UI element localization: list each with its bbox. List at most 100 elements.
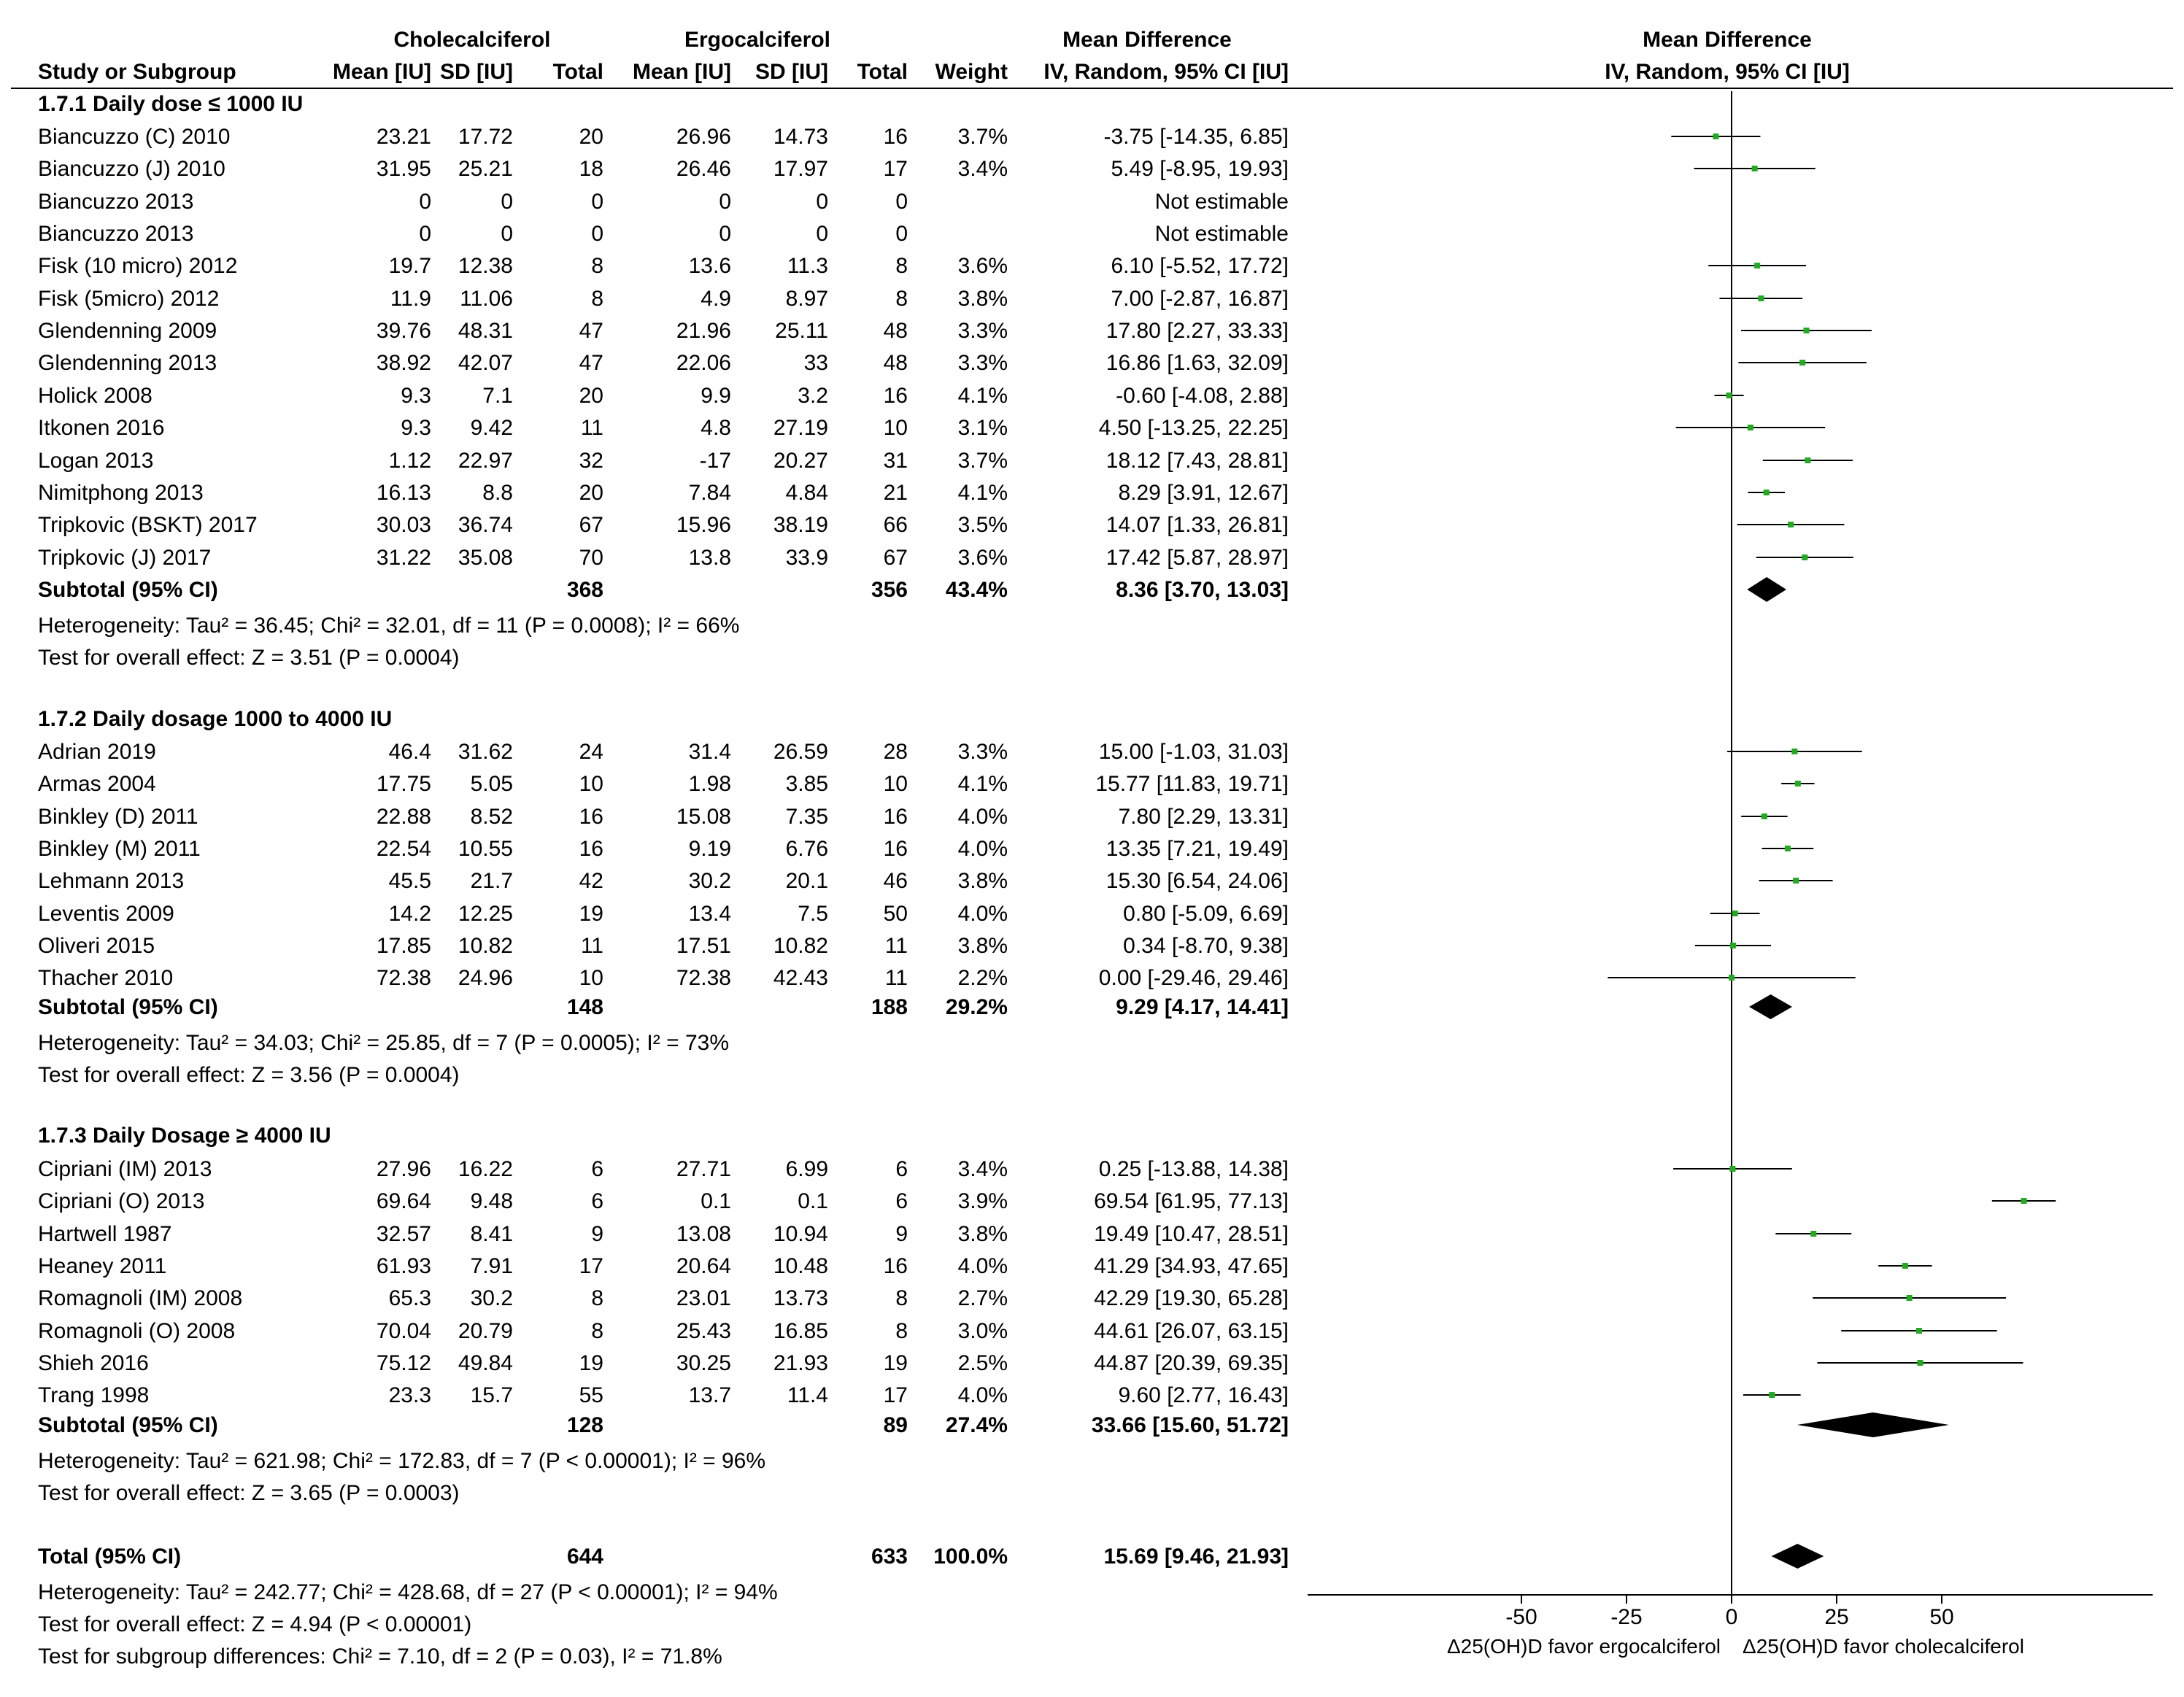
study-row-sd-2: 33.9 <box>786 546 828 570</box>
study-row-sd-2: 25.11 <box>775 319 828 343</box>
study-row-sd-1: 31.62 <box>458 740 513 764</box>
study-row-weight: 4.0% <box>958 902 1008 926</box>
study-row-label: Binkley (D) 2011 <box>38 805 198 829</box>
footer-note: Heterogeneity: Tau² = 242.77; Chi² = 428… <box>38 1580 778 1604</box>
subtotal-ci: 8.36 [3.70, 13.03] <box>1116 578 1289 602</box>
study-row-ci: 14.07 [1.33, 26.81] <box>1106 513 1289 537</box>
study-row-mean-2: 31.4 <box>689 740 731 764</box>
study-row-ci: 18.12 [7.43, 28.81] <box>1106 449 1289 473</box>
study-row-mean-1: 65.3 <box>389 1286 431 1310</box>
study-row-mean-1: 17.75 <box>377 772 431 796</box>
study-point <box>1784 846 1791 851</box>
study-row-sd-2: 13.73 <box>773 1286 828 1310</box>
study-row-weight: 2.2% <box>958 966 1008 990</box>
study-row-total-2: 10 <box>884 772 908 796</box>
study-row-ci: 0.25 [-13.88, 14.38] <box>1099 1157 1289 1181</box>
study-row-total-2: 66 <box>884 513 908 537</box>
study-point <box>2021 1198 2027 1204</box>
header-weight: Weight <box>935 60 1008 84</box>
study-row-mean-1: 14.2 <box>389 902 431 926</box>
study-row-total-1: 16 <box>579 837 603 861</box>
study-row-sd-1: 15.7 <box>471 1383 513 1407</box>
study-row-sd-2: 0 <box>816 190 828 214</box>
study-row-weight: 3.3% <box>958 351 1008 375</box>
study-point <box>1793 878 1799 884</box>
header-sd-1: SD [IU] <box>440 60 513 84</box>
study-row-sd-2: 26.59 <box>773 740 828 764</box>
study-row-label: Holick 2008 <box>38 384 153 408</box>
study-row-ci: 0.34 [-8.70, 9.38] <box>1123 934 1289 958</box>
study-row-ci: 15.77 [11.83, 19.71] <box>1095 772 1289 796</box>
study-row-sd-2: 27.19 <box>773 416 828 440</box>
study-row-ci: 15.30 [6.54, 24.06] <box>1106 869 1289 893</box>
footer-note: Test for overall effect: Z = 4.94 (P < 0… <box>38 1612 471 1636</box>
header-mean-difference: Mean Difference <box>1062 28 1232 52</box>
study-row-sd-1: 8.41 <box>471 1222 513 1246</box>
study-row-sd-2: 33 <box>804 351 828 375</box>
study-row-mean-1: 45.5 <box>389 869 431 893</box>
study-row-total-1: 70 <box>579 546 603 570</box>
study-row-sd-2: 38.19 <box>773 513 828 537</box>
study-point <box>1803 328 1810 333</box>
study-row-sd-1: 8.52 <box>471 805 513 829</box>
study-row-label: Lehmann 2013 <box>38 869 184 893</box>
study-row-sd-2: 3.2 <box>798 384 828 408</box>
study-row-sd-1: 0 <box>501 222 513 246</box>
study-row-sd-1: 35.08 <box>458 546 513 570</box>
study-row-mean-2: 26.46 <box>676 157 731 181</box>
study-row-weight: 4.1% <box>958 481 1008 505</box>
study-row-mean-1: 61.93 <box>377 1254 431 1278</box>
study-point <box>1902 1263 1908 1269</box>
study-row-label: Fisk (5micro) 2012 <box>38 287 219 311</box>
study-point <box>1747 425 1753 430</box>
subtotal-total-2: 356 <box>871 578 908 602</box>
subtotal-label-2: Subtotal (95% CI) <box>38 995 218 1019</box>
study-row-mean-2: 21.96 <box>676 319 731 343</box>
study-row-sd-2: 21.93 <box>773 1351 828 1375</box>
study-row-total-2: 16 <box>884 837 908 861</box>
study-point <box>1769 1392 1775 1398</box>
x-tick-label: 25 <box>1824 1605 1848 1629</box>
study-row-sd-2: 10.48 <box>773 1254 828 1278</box>
study-row-weight: 4.0% <box>958 837 1008 861</box>
study-row-mean-2: 26.96 <box>676 125 731 149</box>
study-row-sd-1: 21.7 <box>471 869 513 893</box>
study-row-mean-1: 11.9 <box>390 287 431 311</box>
study-row-ci: 9.60 [2.77, 16.43] <box>1118 1383 1289 1407</box>
study-row-sd-2: 6.99 <box>786 1157 828 1181</box>
study-row-total-2: 10 <box>884 416 908 440</box>
study-point <box>1799 360 1806 366</box>
study-row-total-1: 8 <box>591 287 603 311</box>
study-row-sd-2: 10.94 <box>773 1222 828 1246</box>
study-row-sd-2: 3.85 <box>786 772 828 796</box>
study-row-total-1: 67 <box>579 513 603 537</box>
heterogeneity-text: Heterogeneity: Tau² = 34.03; Chi² = 25.8… <box>38 1031 729 1055</box>
study-row-mean-2: 7.84 <box>689 481 731 505</box>
study-row-weight: 3.5% <box>958 513 1008 537</box>
study-row-total-1: 0 <box>591 222 603 246</box>
total-diamond <box>1771 1544 1824 1569</box>
study-row-total-1: 6 <box>591 1157 603 1181</box>
study-row-weight: 3.7% <box>958 125 1008 149</box>
study-row-ci: 6.10 [-5.52, 17.72] <box>1111 254 1289 278</box>
study-row-ci: 17.80 [2.27, 33.33] <box>1106 319 1289 343</box>
study-row-mean-2: 72.38 <box>676 966 731 990</box>
study-row-ci: 5.49 [-8.95, 19.93] <box>1111 157 1289 181</box>
x-label-left: Δ25(OH)D favor ergocalciferol <box>1447 1635 1721 1658</box>
plot-header-sub: IV, Random, 95% CI [IU] <box>1605 60 1850 84</box>
subtotal-total-2: 188 <box>871 995 908 1019</box>
study-row-mean-2: 13.8 <box>689 546 731 570</box>
header-mean-1: Mean [IU] <box>333 60 431 84</box>
study-row-mean-2: 20.64 <box>676 1254 731 1278</box>
study-row-sd-2: 8.97 <box>786 287 828 311</box>
subtotal-total-1: 368 <box>567 578 603 602</box>
study-row-mean-1: 27.96 <box>377 1157 431 1181</box>
study-row-mean-2: 15.08 <box>676 805 731 829</box>
study-row-weight: 3.1% <box>958 416 1008 440</box>
study-row-ci: 7.80 [2.29, 13.31] <box>1118 805 1289 829</box>
study-row-weight: 3.8% <box>958 287 1008 311</box>
study-row-label: Binkley (M) 2011 <box>38 837 201 861</box>
study-row-ci: 13.35 [7.21, 19.49] <box>1106 837 1289 861</box>
study-row-sd-2: 7.5 <box>798 902 828 926</box>
study-row-mean-1: 23.3 <box>389 1383 431 1407</box>
